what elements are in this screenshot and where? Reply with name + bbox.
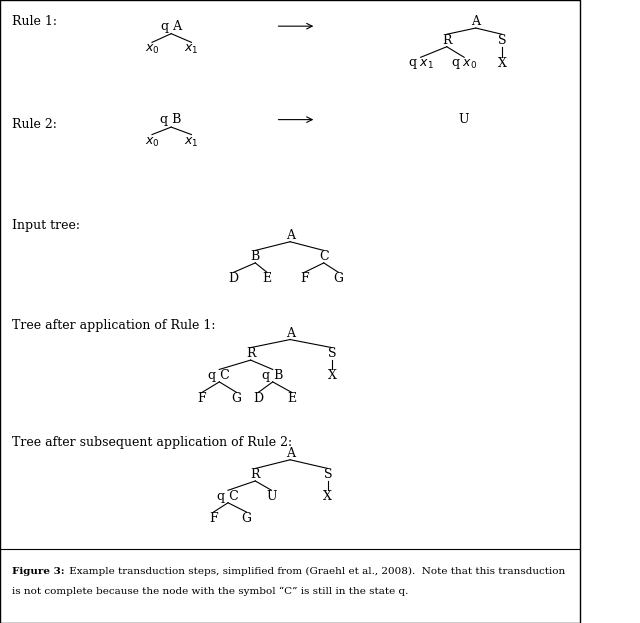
Text: q C: q C: [217, 490, 239, 503]
Text: $x_0$: $x_0$: [145, 43, 159, 57]
Text: D: D: [228, 272, 239, 285]
Text: Input tree:: Input tree:: [12, 219, 79, 232]
Text: Tree after subsequent application of Rule 2:: Tree after subsequent application of Rul…: [12, 436, 292, 449]
Text: E: E: [262, 272, 271, 285]
Text: X: X: [323, 490, 332, 503]
Text: E: E: [287, 392, 296, 405]
Text: Example transduction steps, simplified from (Graehl et al., 2008).  Note that th: Example transduction steps, simplified f…: [66, 567, 565, 576]
Text: Rule 1:: Rule 1:: [12, 16, 56, 28]
Text: G: G: [232, 392, 242, 405]
Text: F: F: [300, 272, 309, 285]
Text: q C: q C: [209, 369, 230, 382]
Text: C: C: [319, 250, 328, 263]
Text: B: B: [251, 250, 260, 263]
Text: G: G: [333, 272, 343, 285]
Text: Rule 2:: Rule 2:: [12, 118, 56, 131]
Text: D: D: [253, 392, 263, 405]
Text: q A: q A: [161, 20, 182, 32]
Text: R: R: [246, 348, 255, 360]
Text: F: F: [198, 392, 206, 405]
Text: is not complete because the node with the symbol “C” is still in the state q.: is not complete because the node with th…: [12, 587, 408, 596]
Text: $x_1$: $x_1$: [184, 43, 198, 57]
Text: F: F: [209, 512, 218, 525]
Text: Figure 3:: Figure 3:: [12, 567, 64, 576]
Text: A: A: [285, 447, 294, 460]
Text: S: S: [498, 34, 506, 47]
Text: q $x_1$: q $x_1$: [408, 57, 434, 70]
Text: R: R: [250, 468, 260, 481]
Text: q B: q B: [161, 113, 182, 126]
Text: X: X: [497, 57, 506, 70]
Text: A: A: [285, 327, 294, 340]
Text: S: S: [328, 348, 336, 360]
Text: A: A: [471, 16, 480, 28]
Text: q $x_0$: q $x_0$: [451, 57, 477, 70]
Text: X: X: [328, 369, 336, 382]
Text: A: A: [285, 229, 294, 242]
Text: G: G: [241, 512, 252, 525]
Text: $x_0$: $x_0$: [145, 135, 159, 149]
Text: $x_1$: $x_1$: [184, 135, 198, 149]
Text: R: R: [442, 34, 451, 47]
Text: U: U: [266, 490, 276, 503]
Text: Tree after application of Rule 1:: Tree after application of Rule 1:: [12, 319, 215, 331]
Text: S: S: [324, 468, 332, 481]
Text: U: U: [459, 113, 469, 126]
Text: q B: q B: [262, 369, 284, 382]
